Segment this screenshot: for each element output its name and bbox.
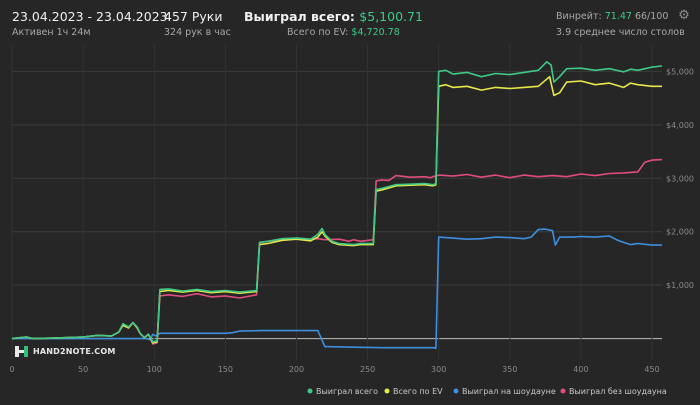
hands-count: 457 Руки — [164, 9, 223, 24]
date-range[interactable]: 23.04.2023 - 23.04.2023 — [12, 9, 168, 24]
chart-grid — [11, 45, 662, 360]
winrate-label: Винрейт: — [556, 11, 602, 22]
series-line — [11, 158, 663, 345]
x-tick-label: 50 — [78, 365, 88, 374]
avg-tables: 3.9 среднее число столов — [556, 27, 685, 38]
legend-label: Выиграл всего — [316, 387, 378, 396]
x-tick-label: 350 — [502, 365, 517, 374]
legend-marker — [560, 388, 566, 394]
ev-total-value: $4,720.78 — [351, 27, 400, 38]
y-tick-label: $3,000 — [666, 174, 694, 183]
hand2note-logo: HAND2NOTE.COM — [15, 346, 115, 357]
x-tick-label: 0 — [9, 365, 14, 374]
y-tick-label: $4,000 — [666, 121, 694, 130]
x-tick-label: 300 — [431, 365, 446, 374]
won-total-value: $5,100.71 — [359, 9, 423, 24]
x-tick-label: 250 — [360, 365, 375, 374]
series-line — [11, 61, 663, 343]
won-total-label: Выиграл всего: — [244, 9, 355, 24]
legend-label: Выиграл на шоудауне — [462, 387, 556, 396]
chart-lines — [11, 61, 663, 349]
x-tick-label: 150 — [218, 365, 233, 374]
series-line — [12, 228, 662, 349]
y-axis-labels: $1,000 $2,000 $3,000 $4,000 $5,000 — [666, 67, 694, 290]
x-axis-labels: 0 50 100 150 200 250 300 350 400 450 — [9, 365, 659, 374]
legend-marker — [453, 388, 459, 394]
legend-marker — [307, 388, 313, 394]
x-tick-label: 100 — [147, 365, 162, 374]
active-time: Активен 1ч 24м — [12, 27, 91, 38]
legend-label: Всего по EV — [393, 387, 443, 396]
series-line — [11, 75, 662, 344]
legend-marker — [384, 388, 390, 394]
y-tick-label: $5,000 — [666, 67, 694, 76]
ev-total: Всего по EV: $4,720.78 — [287, 27, 400, 38]
x-tick-label: 200 — [289, 365, 304, 374]
y-tick-label: $2,000 — [666, 228, 694, 237]
winrate-value: 71.47 — [604, 11, 632, 22]
gear-icon[interactable]: ⚙ — [678, 8, 690, 23]
hands-per-hour: 324 рук в час — [164, 27, 231, 38]
won-total: Выиграл всего: $5,100.71 — [244, 9, 423, 24]
legend-label: Выиграл без шоудауна — [569, 387, 667, 396]
logo-text: HAND2NOTE.COM — [33, 347, 116, 356]
ev-total-label: Всего по EV: — [287, 27, 349, 38]
chart-legend: Выиграл всего Всего по EV Выиграл на шоуда… — [307, 387, 667, 396]
y-tick-label: $1,000 — [666, 281, 694, 290]
winrate: Винрейт: 71.47 66/100 — [556, 11, 668, 22]
x-tick-label: 400 — [573, 365, 588, 374]
x-tick-label: 450 — [644, 365, 659, 374]
hand2note-logo-icon — [15, 346, 29, 357]
winrate-ratio: 66/100 — [634, 11, 669, 22]
